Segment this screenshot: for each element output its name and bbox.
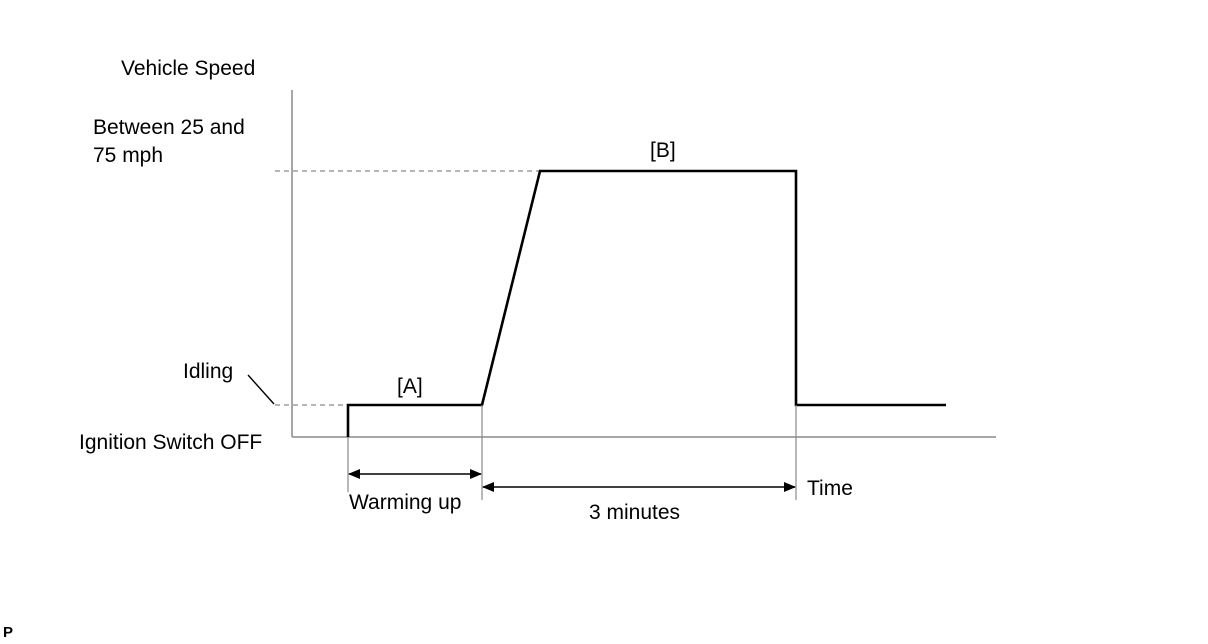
time-axis-label: Time bbox=[807, 477, 853, 500]
phase-a-label: [A] bbox=[397, 375, 423, 398]
speed-range-label-line2: 75 mph bbox=[93, 144, 163, 167]
speed-profile-line bbox=[346, 169, 946, 437]
ignition-off-label: Ignition Switch OFF bbox=[79, 431, 262, 454]
warming-up-label: Warming up bbox=[349, 491, 461, 514]
y-axis-title: Vehicle Speed bbox=[121, 57, 255, 80]
corner-mark: P bbox=[3, 624, 13, 641]
idling-label: Idling bbox=[183, 360, 233, 383]
speed-range-label-line1: Between 25 and bbox=[93, 116, 245, 139]
three-minutes-label: 3 minutes bbox=[589, 501, 680, 524]
idling-leader-line bbox=[247, 374, 275, 405]
phase-b-label: [B] bbox=[650, 139, 676, 162]
